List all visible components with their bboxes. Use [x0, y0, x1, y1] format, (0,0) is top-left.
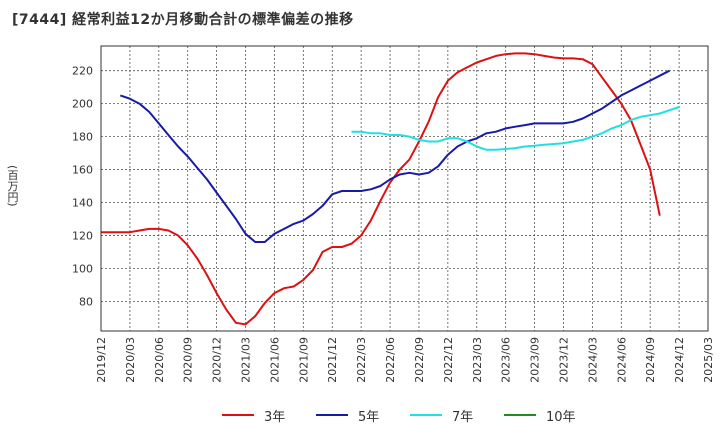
- y-axis-label: (百万円): [6, 165, 19, 207]
- x-tick-label: 2023/03: [471, 337, 484, 383]
- legend-swatch-10y: [504, 414, 536, 416]
- x-tick-label: 2020/06: [153, 337, 166, 383]
- x-tick-label: 2022/06: [384, 337, 397, 383]
- legend-swatch-3y: [222, 414, 254, 416]
- legend: 3年 5年 7年 10年: [0, 405, 720, 425]
- legend-label-5y: 5年: [358, 409, 380, 425]
- x-tick-label: 2023/09: [529, 337, 542, 383]
- legend-item-3y: 3年: [222, 405, 285, 425]
- x-tick-label: 2022/12: [442, 337, 455, 383]
- y-tick-label: 80: [79, 295, 93, 308]
- series-line-2: [351, 106, 680, 151]
- x-tick-label: 2020/09: [182, 337, 195, 383]
- legend-item-5y: 5年: [316, 405, 379, 425]
- grid-lines: [101, 46, 708, 331]
- x-tick-label: 2024/06: [615, 337, 628, 383]
- plot-frame: [100, 45, 709, 332]
- x-tick-label: 2023/12: [557, 337, 570, 383]
- y-tick-label: 180: [72, 131, 93, 144]
- legend-swatch-5y: [316, 414, 348, 416]
- x-tick-label: 2023/06: [500, 337, 513, 383]
- legend-item-7y: 7年: [410, 405, 473, 425]
- x-tick-label: 2024/12: [673, 337, 686, 383]
- y-tick-label: 220: [72, 65, 93, 78]
- x-tick-label: 2024/03: [586, 337, 599, 383]
- x-tick-label: 2022/09: [413, 337, 426, 383]
- x-tick-label: 2019/12: [95, 337, 108, 383]
- x-tick-label: 2021/12: [326, 337, 339, 383]
- x-tick-label: 2024/09: [644, 337, 657, 383]
- x-tick-label: 2020/12: [211, 337, 224, 383]
- x-tick-label: 2020/03: [124, 337, 137, 383]
- x-tick-label: 2021/06: [268, 337, 281, 383]
- legend-item-10y: 10年: [504, 405, 576, 425]
- legend-label-10y: 10年: [546, 409, 576, 425]
- x-tick-label: 2022/03: [355, 337, 368, 383]
- series-line-0: [101, 52, 661, 326]
- legend-label-3y: 3年: [264, 409, 286, 425]
- y-tick-label: 140: [72, 197, 93, 210]
- y-tick-labels: 80 100 120 140 160 180 200 220: [72, 65, 93, 309]
- legend-label-7y: 7年: [452, 409, 474, 425]
- x-tick-labels: 2019/12 2020/03 2020/06 2020/09 2020/12 2021/…: [95, 337, 715, 383]
- y-tick-label: 160: [72, 164, 93, 177]
- legend-swatch-7y: [410, 414, 442, 416]
- x-tick-label: 2021/03: [240, 337, 253, 383]
- x-tick-label: 2025/03: [702, 337, 715, 383]
- series-line-1: [119, 69, 670, 243]
- x-tick-label: 2021/09: [297, 337, 310, 383]
- y-tick-label: 100: [72, 262, 93, 275]
- series-lines: [101, 52, 680, 326]
- chart-title: [7444] 経常利益12か月移動合計の標準偏差の推移: [12, 12, 354, 28]
- y-tick-label: 120: [72, 229, 93, 242]
- y-tick-label: 200: [72, 98, 93, 111]
